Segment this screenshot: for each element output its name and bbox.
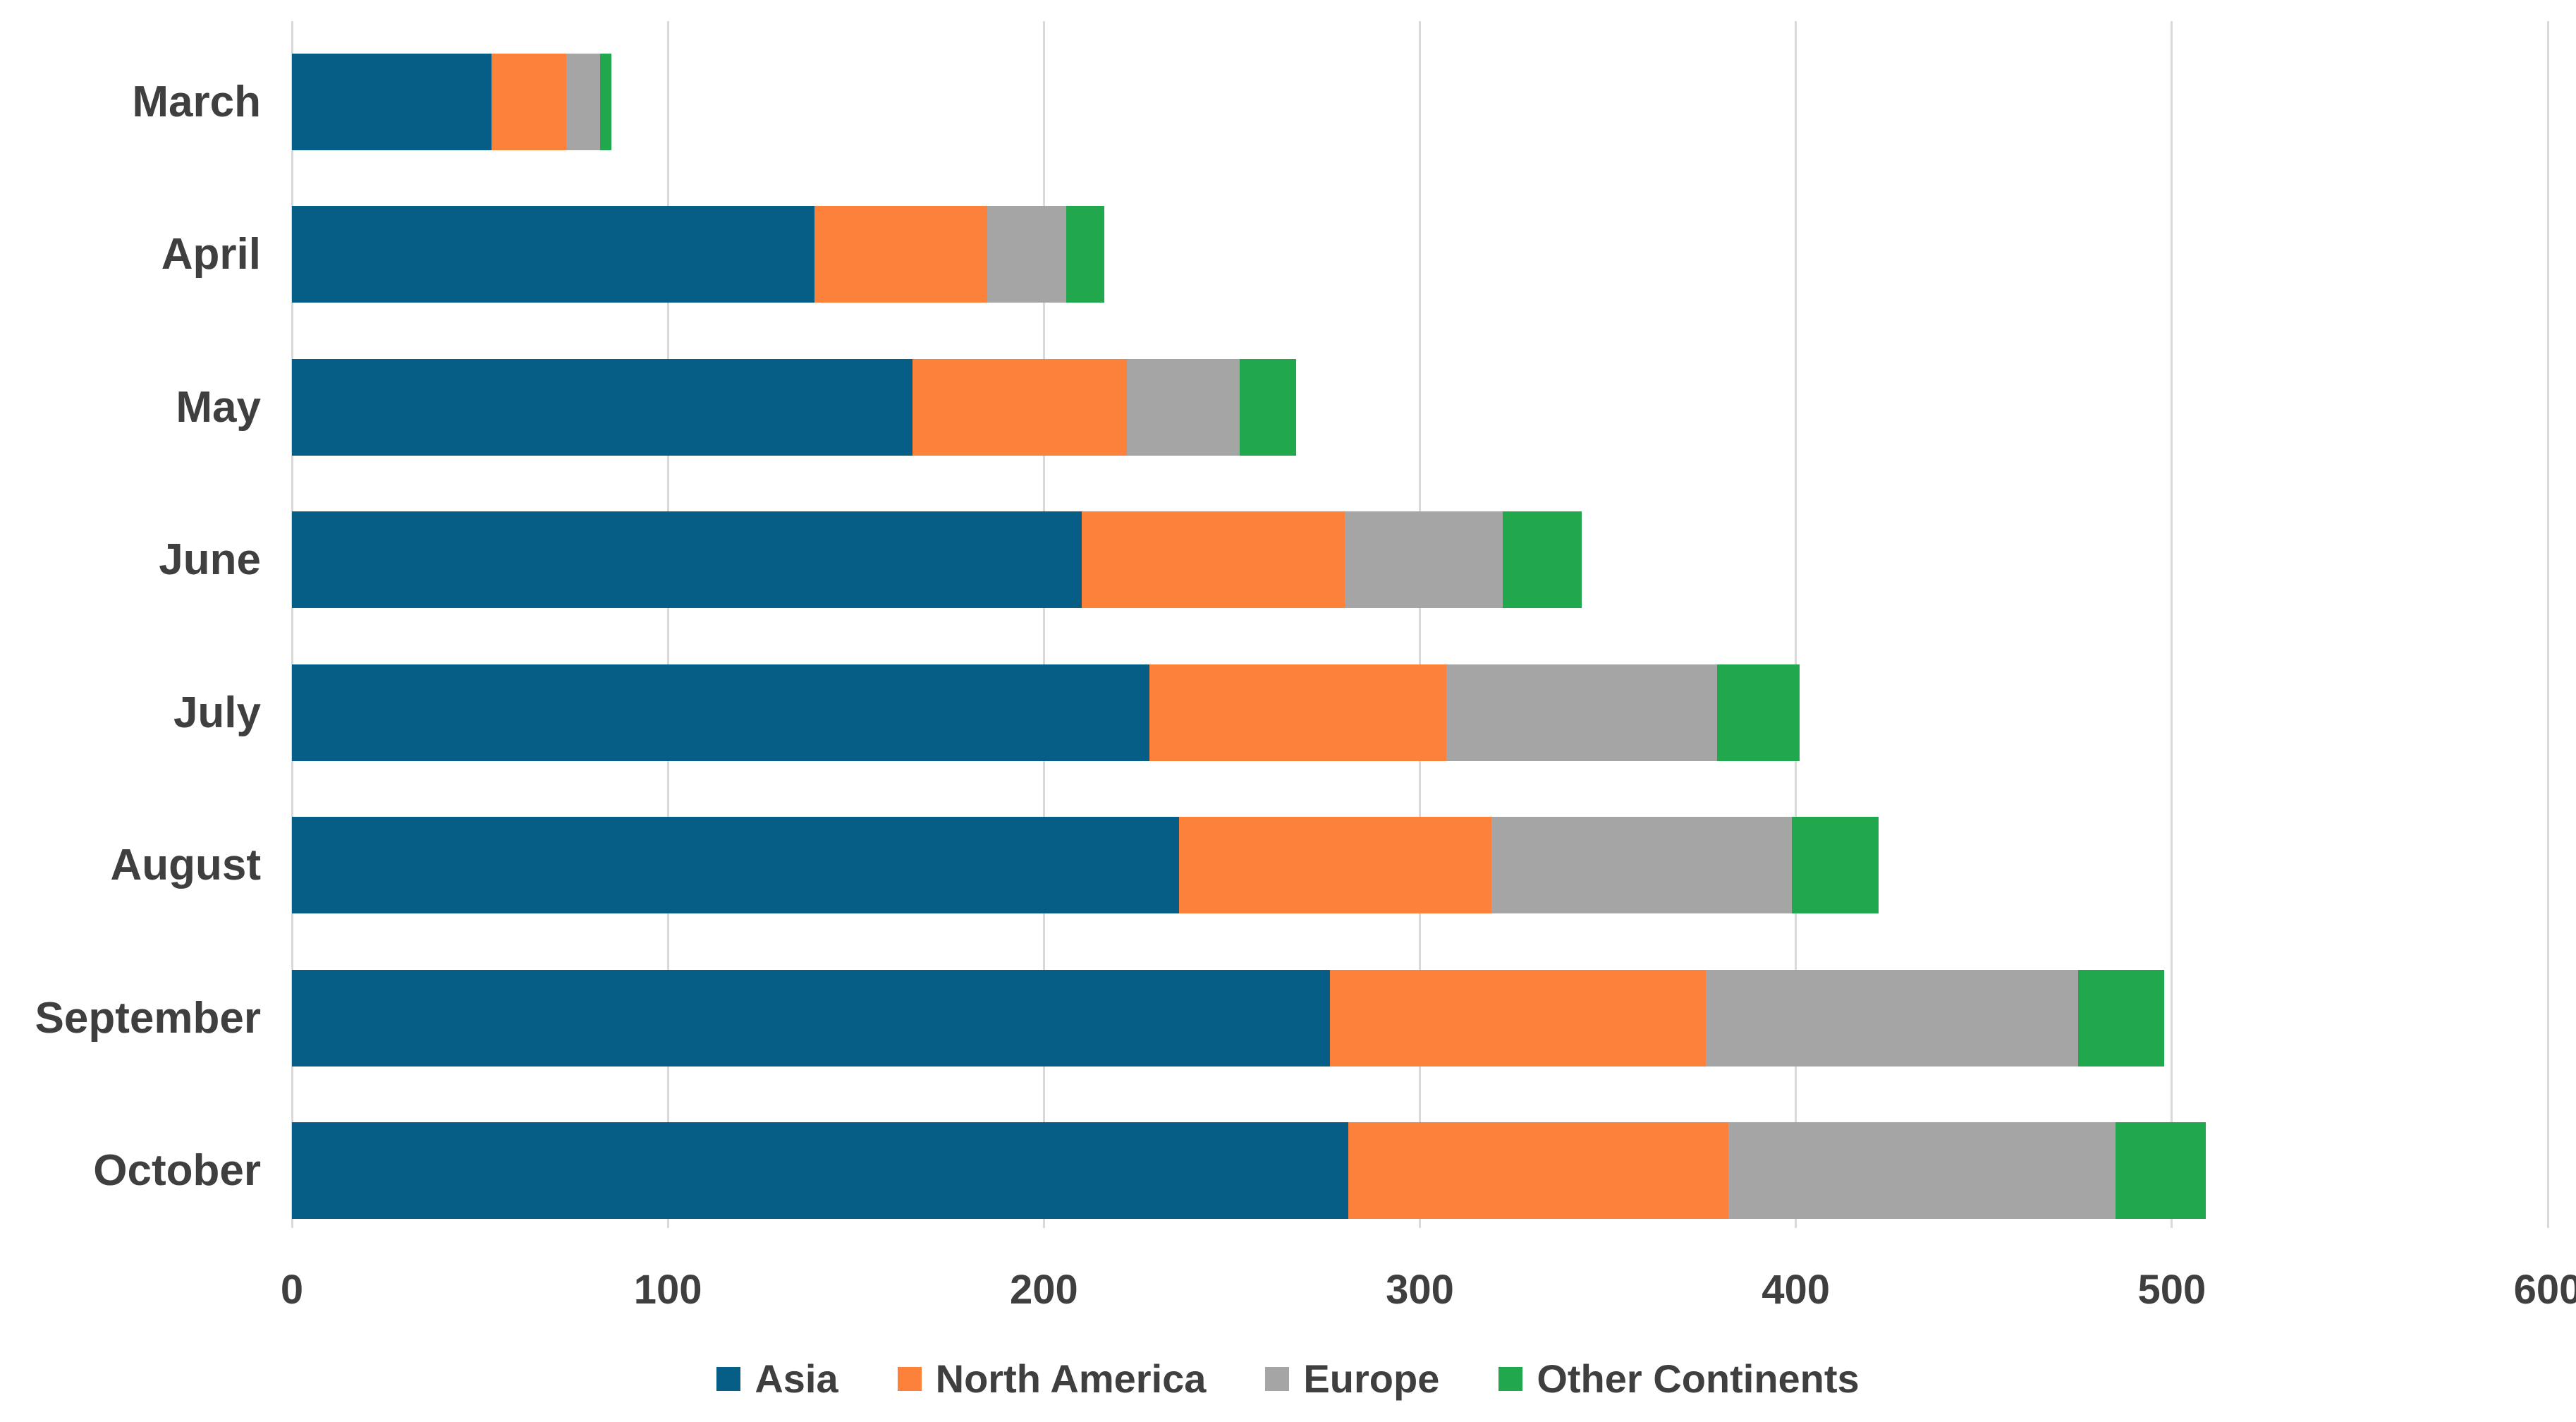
- bar-row-april: [292, 206, 2548, 303]
- legend: Asia North America Europe Other Continents: [0, 1356, 2576, 1402]
- bar-segment-other-continents-may: [1239, 358, 1296, 456]
- bar-segment-north-america-september: [1329, 969, 1706, 1066]
- bar-segment-asia-august: [292, 817, 1180, 914]
- legend-label-asia: Asia: [755, 1356, 838, 1401]
- bar-segment-europe-may: [1126, 358, 1240, 456]
- legend-marker-asia: [716, 1366, 741, 1391]
- gridline-0: [291, 21, 293, 1228]
- x-tick-label-200: 200: [1009, 1267, 1078, 1313]
- bar-segment-asia-september: [292, 969, 1330, 1066]
- legend-item-asia: Asia: [716, 1356, 838, 1402]
- legend-marker-other-continents: [1498, 1366, 1523, 1391]
- bar-segment-north-america-april: [814, 206, 988, 303]
- gridline-300: [1419, 21, 1421, 1228]
- bar-segment-europe-july: [1446, 664, 1717, 761]
- legend-label-europe: Europe: [1303, 1356, 1440, 1401]
- bar-row-september: [292, 969, 2548, 1066]
- plot-area: [291, 21, 2549, 1228]
- x-tick-label-500: 500: [2137, 1267, 2206, 1313]
- bar-segment-asia-may: [292, 358, 912, 456]
- bar-row-october: [292, 1122, 2548, 1219]
- legend-marker-europe: [1265, 1366, 1290, 1391]
- legend-item-europe: Europe: [1265, 1356, 1439, 1402]
- bar-segment-north-america-july: [1149, 664, 1446, 761]
- bar-segment-europe-august: [1491, 817, 1793, 914]
- bar-segment-asia-october: [292, 1122, 1349, 1219]
- bar-segment-europe-june: [1344, 511, 1503, 609]
- bar-segment-north-america-may: [912, 358, 1127, 456]
- bar-segment-north-america-june: [1081, 511, 1345, 609]
- bar-segment-north-america-march: [491, 54, 567, 150]
- legend-label-other-continents: Other Continents: [1537, 1356, 1860, 1401]
- gridline-400: [1795, 21, 1797, 1228]
- x-axis: 0 100 200 300 400 500 600: [281, 1266, 2576, 1323]
- gridline-100: [666, 21, 669, 1228]
- bar-row-march: [292, 54, 2548, 150]
- legend-marker-north-america: [897, 1366, 922, 1391]
- bar-segment-north-america-october: [1348, 1122, 1728, 1219]
- category-label-october: October: [93, 1146, 261, 1195]
- bar-segment-asia-march: [292, 54, 492, 150]
- category-label-june: June: [159, 535, 261, 585]
- x-tick-label-100: 100: [633, 1267, 702, 1313]
- category-label-september: September: [35, 993, 261, 1043]
- legend-label-north-america: North America: [935, 1356, 1207, 1401]
- legend-item-north-america: North America: [897, 1356, 1207, 1402]
- bar-segment-north-america-august: [1179, 817, 1491, 914]
- x-tick-label-400: 400: [1762, 1267, 1831, 1313]
- bar-segment-other-continents-july: [1716, 664, 1800, 761]
- category-label-may: May: [176, 382, 261, 432]
- bar-segment-other-continents-september: [2077, 969, 2165, 1066]
- bar-row-july: [292, 664, 2548, 761]
- x-tick-label-300: 300: [1386, 1267, 1454, 1313]
- bar-segment-asia-june: [292, 511, 1082, 609]
- bar-segment-europe-march: [566, 54, 601, 150]
- bar-segment-europe-october: [1728, 1122, 2116, 1219]
- bar-row-august: [292, 817, 2548, 914]
- bar-row-june: [292, 511, 2548, 609]
- legend-item-other-continents: Other Continents: [1498, 1356, 1860, 1402]
- bar-segment-other-continents-march: [600, 54, 612, 150]
- category-label-august: August: [110, 841, 261, 890]
- gridline-600: [2546, 21, 2549, 1228]
- bar-segment-other-continents-april: [1066, 206, 1104, 303]
- x-tick-label-0: 0: [280, 1267, 304, 1313]
- bar-segment-europe-april: [987, 206, 1067, 303]
- bar-row-may: [292, 358, 2548, 456]
- category-label-april: April: [161, 230, 261, 279]
- bar-segment-other-continents-october: [2115, 1122, 2206, 1219]
- x-tick-label-600: 600: [2513, 1267, 2576, 1313]
- category-label-march: March: [132, 78, 261, 126]
- bar-segment-other-continents-june: [1502, 511, 1582, 609]
- gridline-200: [1042, 21, 1045, 1228]
- gridline-500: [2171, 21, 2173, 1228]
- bar-segment-asia-july: [292, 664, 1149, 761]
- bar-segment-other-continents-august: [1792, 817, 1879, 914]
- bar-segment-europe-september: [1705, 969, 2078, 1066]
- category-label-july: July: [173, 688, 261, 737]
- bar-segment-asia-april: [292, 206, 815, 303]
